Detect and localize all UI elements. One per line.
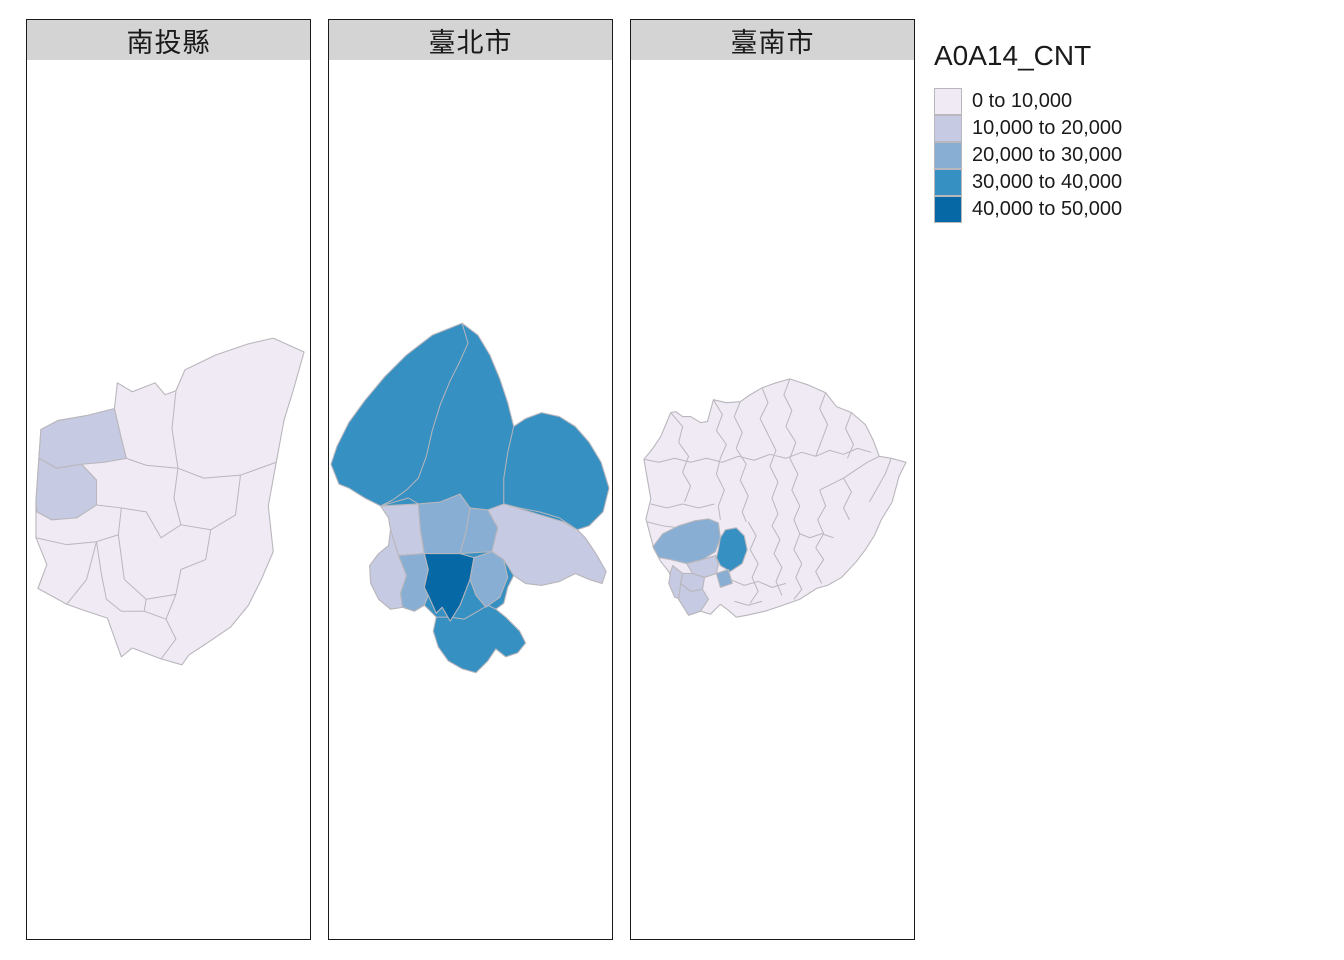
legend-item: 40,000 to 50,000: [934, 195, 1123, 223]
facet-panel-3: [630, 60, 915, 940]
facet-title-2: 臺北市: [428, 27, 513, 58]
legend-swatch-3: [934, 141, 962, 169]
legend-label-4: 30,000 to 40,000: [972, 171, 1123, 193]
map-region-southeast-inner: [469, 551, 509, 608]
map-region-center-round: [715, 527, 748, 573]
legend-item: 20,000 to 30,000: [934, 141, 1123, 169]
district-boundaries: [380, 323, 578, 620]
map-region-inner-d: [678, 582, 709, 616]
legend-item: 10,000 to 20,000: [934, 114, 1123, 142]
map-region-nw-upper: [38, 408, 127, 469]
facet-title-1: 南投縣: [126, 27, 211, 58]
legend-swatch-4: [934, 168, 962, 196]
legend: A0A14_CNT 0 to 10,000 10,000 to 20,000 2…: [934, 40, 1122, 223]
legend-item: 30,000 to 40,000: [934, 168, 1123, 196]
facet-strip-1: 南投縣: [26, 19, 311, 61]
legend-swatch-1: [934, 87, 962, 115]
map-region-city-base: [330, 322, 610, 674]
legend-swatch-2: [934, 114, 962, 142]
facet-title-3: 臺南市: [730, 27, 815, 58]
legend-title: A0A14_CNT: [934, 40, 1092, 71]
legend-swatch-5: [934, 195, 962, 223]
map-taipei: [330, 322, 610, 674]
legend-label-1: 0 to 10,000: [972, 90, 1073, 112]
facet-strip-2: 臺北市: [328, 19, 613, 61]
legend-label-3: 20,000 to 30,000: [972, 144, 1123, 166]
facet-strip-3: 臺南市: [630, 19, 915, 61]
map-region-center-small: [715, 568, 733, 588]
legend-label-2: 10,000 to 20,000: [972, 117, 1123, 139]
facet-panel-1: [26, 60, 311, 940]
legend-item: 0 to 10,000: [934, 87, 1122, 115]
map-region-center-dark: [423, 553, 475, 622]
legend-label-5: 40,000 to 50,000: [972, 198, 1123, 220]
map-region-east-tail: [487, 503, 607, 586]
facet-panel-2: [328, 60, 613, 940]
map-tainan: [643, 378, 907, 618]
map-region-nw-lower: [35, 457, 98, 521]
map-nantou: [35, 337, 305, 666]
